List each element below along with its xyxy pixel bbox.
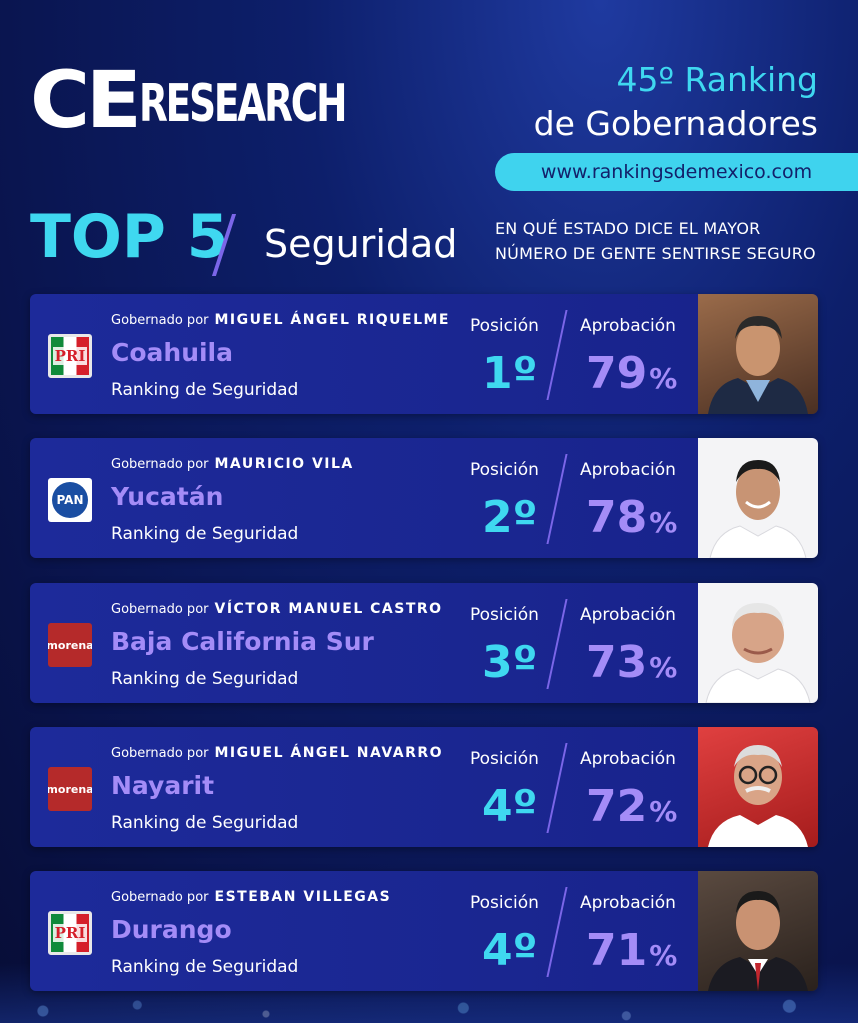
governed-by: Gobernado por ESTEBAN VILLEGAS (111, 889, 392, 905)
ranking-label: Ranking de Seguridad (111, 669, 299, 689)
state-name: Durango (111, 915, 232, 944)
website-url[interactable]: www.rankingsdemexico.com (495, 153, 858, 191)
governor-photo (698, 871, 818, 991)
stat-divider (546, 599, 568, 689)
ranking-card: PRI Gobernado por ESTEBAN VILLEGAS Durang… (30, 871, 818, 991)
stat-divider (546, 743, 568, 833)
governor-name: ESTEBAN VILLEGAS (214, 889, 392, 905)
ce-research-logo: CE RESEARCH (30, 56, 425, 140)
stat-divider (546, 454, 568, 544)
position-value: 3º (482, 637, 538, 688)
approval-label: Aprobación (580, 460, 676, 480)
ranking-title: de Gobernadores (533, 104, 818, 143)
approval-label: Aprobación (580, 749, 676, 769)
top5-heading: TOP 5 (30, 202, 229, 272)
state-name: Baja California Sur (111, 627, 374, 656)
logo-ce-text: CE (30, 56, 142, 146)
approval-value: 71% (586, 925, 678, 976)
ranking-card: morena Gobernado por MIGUEL ÁNGEL NAVARRO… (30, 727, 818, 847)
governed-by: Gobernado por MAURICIO VILA (111, 456, 354, 472)
approval-label: Aprobación (580, 605, 676, 625)
state-name: Nayarit (111, 771, 215, 800)
governor-name: MIGUEL ÁNGEL NAVARRO (214, 745, 444, 761)
survey-question: EN QUÉ ESTADO DICE EL MAYOR NÚMERO DE GE… (495, 216, 816, 266)
approval-label: Aprobación (580, 893, 676, 913)
governed-by: Gobernado por VÍCTOR MANUEL CASTRO (111, 601, 443, 617)
pan-logo-icon: PAN (48, 478, 92, 522)
approval-value: 72% (586, 781, 678, 832)
ranking-card: PAN Gobernado por MAURICIO VILA Yucatán R… (30, 438, 818, 558)
morena-logo-icon: morena (48, 623, 92, 667)
position-value: 1º (482, 348, 538, 399)
governor-photo (698, 438, 818, 558)
ranking-label: Ranking de Seguridad (111, 813, 299, 833)
ranking-card: morena Gobernado por VÍCTOR MANUEL CASTRO… (30, 583, 818, 703)
ranking-edition: 45º Ranking (616, 60, 818, 99)
ranking-label: Ranking de Seguridad (111, 524, 299, 544)
state-name: Coahuila (111, 338, 233, 367)
position-label: Posición (470, 605, 539, 625)
governor-name: VÍCTOR MANUEL CASTRO (214, 601, 443, 617)
stat-divider (546, 310, 568, 400)
morena-logo-icon: morena (48, 767, 92, 811)
position-label: Posición (470, 460, 539, 480)
position-label: Posición (470, 893, 539, 913)
governed-by: Gobernado por MIGUEL ÁNGEL RIQUELME (111, 312, 450, 328)
logo-research-text: RESEARCH (138, 74, 347, 134)
approval-label: Aprobación (580, 316, 676, 336)
category-title: Seguridad (264, 222, 458, 266)
position-value: 2º (482, 492, 538, 543)
survey-question-line2: NÚMERO DE GENTE SENTIRSE SEGURO (495, 244, 816, 263)
governed-by: Gobernado por MIGUEL ÁNGEL NAVARRO (111, 745, 444, 761)
position-label: Posición (470, 316, 539, 336)
stat-divider (546, 887, 568, 977)
position-value: 4º (482, 781, 538, 832)
approval-value: 78% (586, 492, 678, 543)
pri-logo-icon: PRI (48, 911, 92, 955)
state-name: Yucatán (111, 482, 224, 511)
governor-photo (698, 727, 818, 847)
ranking-label: Ranking de Seguridad (111, 380, 299, 400)
ranking-card: PRI Gobernado por MIGUEL ÁNGEL RIQUELME C… (30, 294, 818, 414)
approval-value: 79% (586, 348, 678, 399)
pri-logo-icon: PRI (48, 334, 92, 378)
position-value: 4º (482, 925, 538, 976)
governor-name: MIGUEL ÁNGEL RIQUELME (214, 312, 450, 328)
ranking-label: Ranking de Seguridad (111, 957, 299, 977)
governor-name: MAURICIO VILA (214, 456, 354, 472)
governor-photo (698, 294, 818, 414)
approval-value: 73% (586, 637, 678, 688)
survey-question-line1: EN QUÉ ESTADO DICE EL MAYOR (495, 219, 761, 238)
position-label: Posición (470, 749, 539, 769)
governor-photo (698, 583, 818, 703)
